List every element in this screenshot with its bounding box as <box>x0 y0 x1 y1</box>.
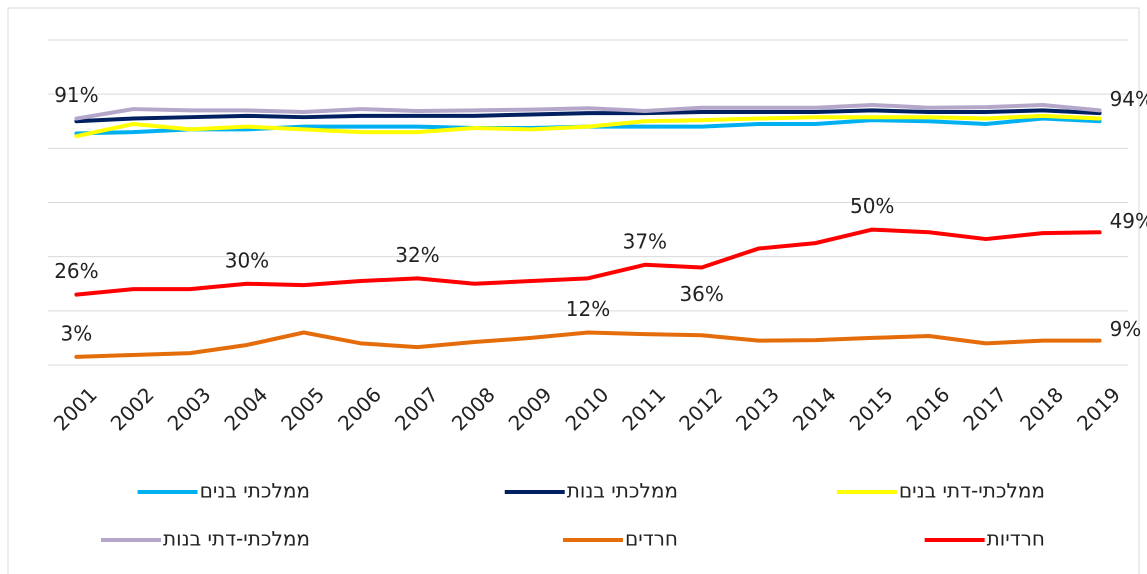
legend-label: ממלכתי בנים <box>200 479 310 503</box>
data-label: 36% <box>679 282 723 306</box>
data-label: 3% <box>61 321 93 345</box>
legend-label: חרדיות <box>987 527 1045 551</box>
legend-label: ממלכתי-דתי בנות <box>163 527 310 551</box>
data-label: 37% <box>623 229 667 253</box>
data-label: 91% <box>54 83 98 107</box>
series-line <box>74 227 1102 297</box>
series-line <box>74 330 1102 359</box>
data-label: 9% <box>1110 317 1142 341</box>
data-label: 94% <box>1110 87 1147 111</box>
data-label: 49% <box>1110 209 1147 233</box>
data-label: 26% <box>54 259 98 283</box>
legend-label: חרדים <box>625 527 678 551</box>
series-line <box>74 103 1102 121</box>
data-label: 32% <box>395 243 439 267</box>
legend-label: ממלכתי-דתי בנים <box>899 479 1045 503</box>
series-line <box>74 108 1102 124</box>
chart-border <box>7 7 1140 574</box>
data-label: 12% <box>566 297 610 321</box>
series-line <box>74 113 1102 139</box>
data-label: 30% <box>225 248 269 272</box>
legend-label: ממלכתי בנות <box>567 479 678 503</box>
data-label: 50% <box>850 194 894 218</box>
